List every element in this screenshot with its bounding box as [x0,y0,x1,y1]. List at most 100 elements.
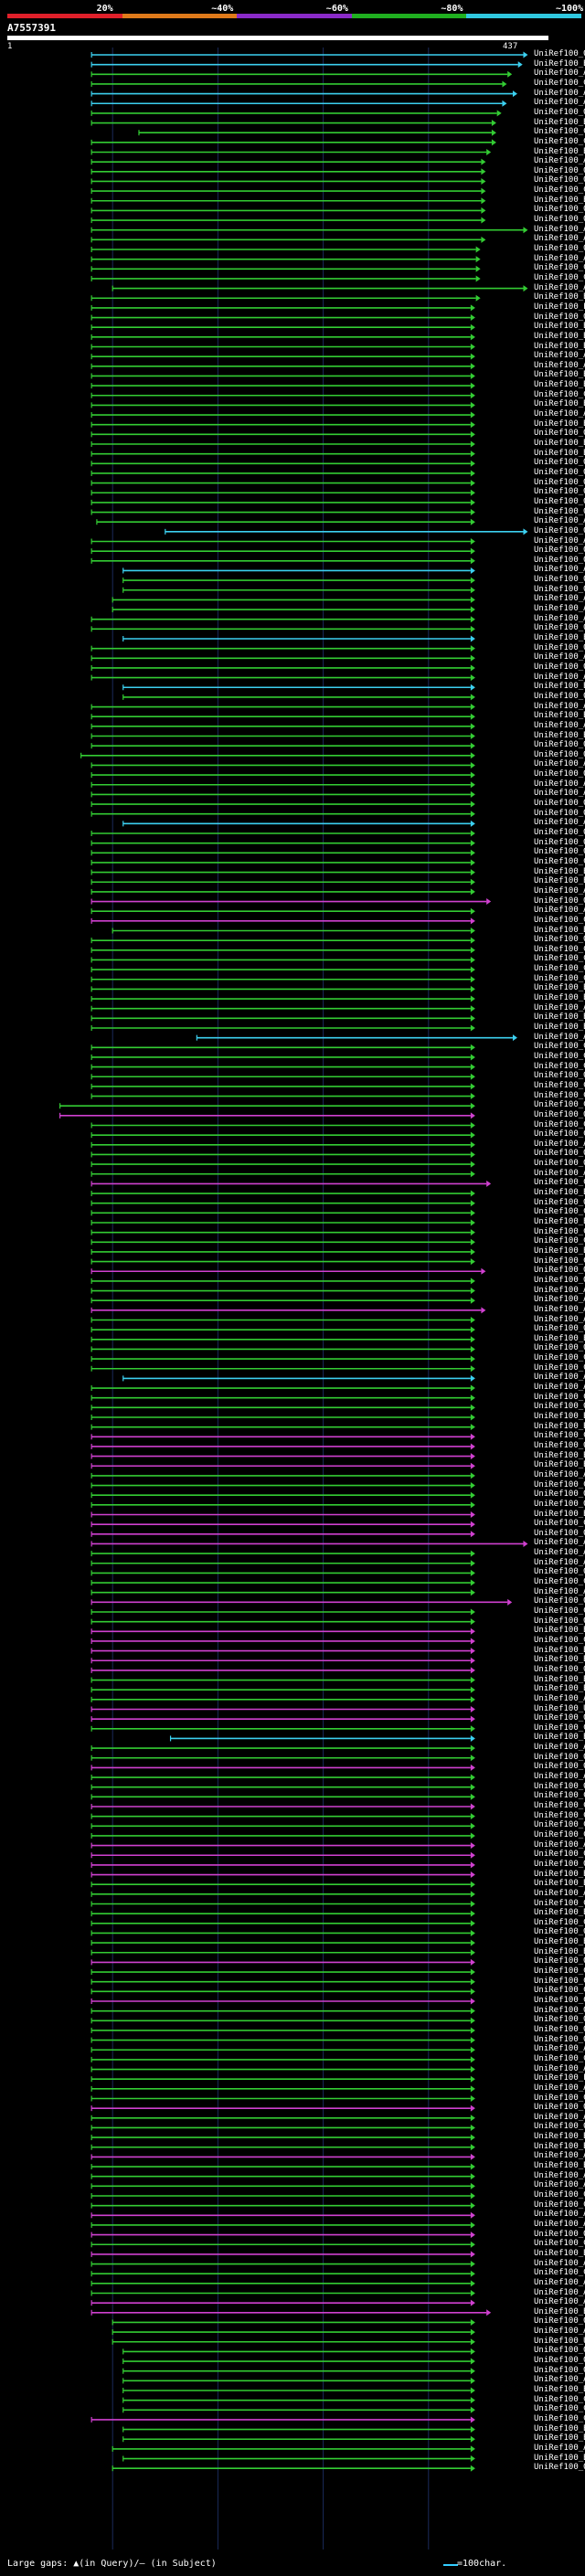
hit-label[interactable]: UniRef100_B9GLB7 [534,866,585,876]
hit-label[interactable]: UniRef100_C7QUN0 [534,1129,585,1140]
hit-label[interactable]: UniRef100_C4FBL2 [534,1100,585,1110]
hit-label[interactable]: UniRef100_B1X2K1 [534,682,585,692]
hit-label[interactable]: UniRef100_C3VNS1 [534,1791,585,1801]
hit-label[interactable]: UniRef100_A62ST5 [534,1469,585,1479]
hit-label[interactable]: UniRef100_A9K8D7 [534,2219,585,2229]
hit-label[interactable]: UniRef100_A7SQB5 [534,906,585,916]
hit-label[interactable]: UniRef100_B6GBC7 [534,2423,585,2433]
hit-label[interactable]: UniRef100_A4S803 [534,2112,585,2122]
hit-label[interactable]: UniRef100_C5WZ50 [534,136,585,146]
hit-label[interactable]: UniRef100_B9I469 [534,1460,585,1470]
hit-label[interactable]: UniRef100_A9NNS6 [534,156,585,166]
hit-label[interactable]: UniRef100_A5EBS7 [534,1032,585,1042]
hit-label[interactable]: UniRef100_A9P896 [534,88,585,98]
hit-label[interactable]: UniRef100_Q8YYK3 [534,477,585,487]
hit-label[interactable]: UniRef100_Q4E910 [534,2005,585,2015]
hit-label[interactable]: UniRef100_B4S2T7 [534,1684,585,1694]
hit-label[interactable]: UniRef100_C7K0K6 [534,1353,585,1363]
hit-label[interactable]: UniRef100_A9HY89 [534,2375,585,2385]
hit-label[interactable]: UniRef100_A0YDA1 [534,351,585,361]
hit-label[interactable]: UniRef100_B8FM27 [534,2161,585,2171]
hit-label[interactable]: UniRef100_A4LES7 [534,2083,585,2093]
hit-label[interactable]: UniRef100_A9YJK1 [534,604,585,614]
hit-label[interactable]: UniRef100_C1NCA2 [534,973,585,983]
hit-label[interactable]: UniRef100_Q1NN88 [534,847,585,857]
hit-label[interactable]: UniRef100_B3QXY7 [534,1946,585,1956]
hit-label[interactable]: UniRef100_B5EC55 [534,1412,585,1421]
hit-label[interactable]: UniRef100_A9K941 [534,2151,585,2161]
hit-label[interactable]: UniRef100_Q2JWH0 [534,808,585,818]
hit-label[interactable]: UniRef100_C3R7R2 [534,856,585,866]
hit-label[interactable]: UniRef100_C1C177 [534,1820,585,1830]
hit-label[interactable]: UniRef100_Q7U916 [534,487,585,497]
hit-label[interactable]: UniRef100_Q2R127 [534,1402,585,1412]
hit-label[interactable]: UniRef100_B1I3P4 [534,1674,585,1684]
hit-label[interactable]: UniRef100_C9LYX0 [534,2093,585,2103]
hit-label[interactable]: UniRef100_Q1K2F8 [534,1343,585,1353]
hit-label[interactable]: UniRef100_B4DQY8 [534,1645,585,1655]
hit-label[interactable]: UniRef100_A0Z8H1 [534,360,585,370]
hit-label[interactable]: UniRef100_B6T3E3 [534,195,585,205]
hit-label[interactable]: UniRef100_A3Z3I2 [534,516,585,526]
hit-label[interactable]: UniRef100_B7K9X4 [534,925,585,935]
hit-label[interactable]: UniRef100_C3JL35 [534,1829,585,1839]
hit-label[interactable]: UniRef100_C1SLY0 [534,964,585,974]
hit-label[interactable]: UniRef100_C8W827 [534,1090,585,1100]
hit-label[interactable]: UniRef100_Q3HF16 [534,2229,585,2239]
hit-label[interactable]: UniRef100_C5GRY1 [534,1801,585,1810]
hit-label[interactable]: UniRef100_A2BPF4 [534,779,585,789]
hit-label[interactable]: UniRef100_A0F3Y7 [534,1373,585,1383]
hit-label[interactable]: UniRef100_Q3AMZ2 [534,691,585,701]
hit-label[interactable]: UniRef100_C1E1W1 [534,272,585,282]
hit-label[interactable]: UniRef100_B5W768 [534,730,585,740]
hit-label[interactable]: UniRef100_A0YUB6 [534,1139,585,1149]
hit-label[interactable]: UniRef100_A9S311 [534,789,585,799]
hit-label[interactable]: UniRef100_A6TLZ3 [534,885,585,896]
hit-label[interactable]: UniRef100_Q4C9P6 [534,429,585,439]
hit-label[interactable]: UniRef100_C9LYY0 [534,2190,585,2200]
hit-label[interactable]: UniRef100_Q4X571 [534,1616,585,1626]
hit-label[interactable]: UniRef100_A2BUX7 [534,818,585,828]
hit-label[interactable]: UniRef100_A0K616 [534,2297,585,2307]
hit-label[interactable]: UniRef100_B4VLV4 [534,399,585,409]
hit-label[interactable]: UniRef100_A3ILR1 [534,1383,585,1393]
hit-label[interactable]: UniRef100_B3A203 [534,876,585,886]
hit-label[interactable]: UniRef100_A1VU16 [534,1839,585,1850]
hit-label[interactable]: UniRef100_Q2GSB2 [534,1596,585,1606]
hit-label[interactable]: UniRef100_B8D1R5 [534,1937,585,1947]
hit-label[interactable]: UniRef100_C7NL56 [534,1362,585,1373]
hit-label[interactable]: UniRef100_Q3QF31 [534,1149,585,1159]
hit-label[interactable]: UniRef100_C7HTF2 [534,1051,585,1061]
hit-label[interactable]: UniRef100_A9WNK7 [534,1743,585,1753]
hit-label[interactable]: UniRef100_A9HLJ6 [534,2170,585,2180]
hit-label[interactable]: UniRef100_C7ML67 [534,1966,585,1977]
hit-label[interactable]: UniRef100_Q2S9L3 [534,2356,585,2366]
hit-label[interactable]: UniRef100_B3E1V4 [534,1450,585,1460]
hit-label[interactable]: UniRef100_B8HR16 [534,419,585,429]
hit-label[interactable]: UniRef100_Q6AJX6 [534,1664,585,1674]
hit-label[interactable]: UniRef100_Q34R21 [534,1489,585,1500]
hit-label[interactable]: UniRef100_Q8N1A1 [534,1440,585,1450]
hit-label[interactable]: UniRef100_A5QDD7 [534,1888,585,1898]
hit-label[interactable]: UniRef100_C6QE58 [534,944,585,954]
hit-label[interactable]: UniRef100_A9SPQ5 [534,253,585,263]
hit-label[interactable]: UniRef100_C1L9S7 [534,2053,585,2063]
hit-label[interactable]: UniRef100_C5Q3E6 [534,1996,585,2005]
hit-label[interactable]: UniRef100_A6DB78 [534,2258,585,2268]
hit-label[interactable]: UniRef100_Q2K237 [534,1859,585,1869]
hit-label[interactable]: UniRef100_C5TMK3 [534,1519,585,1529]
hit-label[interactable]: UniRef100_A7UF14 [534,2443,585,2453]
hit-label[interactable]: UniRef100_A6ZKP2 [534,1295,585,1305]
hit-label[interactable]: UniRef100_B1X017 [534,1421,585,1431]
hit-label[interactable]: UniRef100_B9YFQ3 [534,292,585,302]
hit-label[interactable]: UniRef100_C1N292 [534,1850,585,1860]
hit-label[interactable]: UniRef100_Q2JTQ5 [534,896,585,906]
hit-label[interactable]: UniRef100_A8V140 [534,1002,585,1012]
hit-label[interactable]: UniRef100_A50114 [534,1557,585,1567]
hit-label[interactable]: UniRef100_A8IIS8 [534,234,585,244]
hit-label[interactable]: UniRef100_Q6C3M7 [534,2365,585,2375]
hit-label[interactable]: UniRef100_B5JQ89 [534,1509,585,1519]
hit-label[interactable]: UniRef100_B9SZ75 [534,58,585,69]
hit-label[interactable]: UniRef100_A7ZI17 [534,2180,585,2190]
hit-label[interactable]: UniRef100_B6MMZ5 [534,146,585,156]
